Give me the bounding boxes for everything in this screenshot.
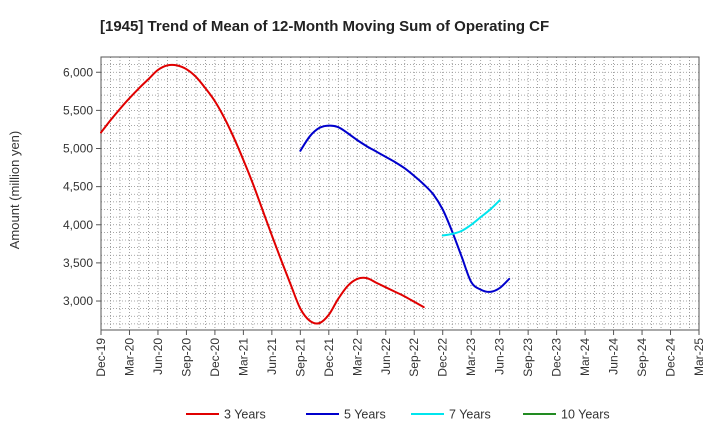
grid <box>101 56 699 330</box>
x-tick-label: Jun-23 <box>493 338 507 375</box>
legend: 3 Years 5 Years 7 Years 10 Years <box>186 408 610 422</box>
x-tick-label: Sep-21 <box>293 338 307 377</box>
legend-label-10-years: 10 Years <box>561 408 610 422</box>
x-tick-label: Dec-22 <box>436 338 450 377</box>
x-tick-label: Jun-22 <box>379 338 393 375</box>
chart-title: [1945] Trend of Mean of 12-Month Moving … <box>100 18 549 35</box>
x-tick-label: Jun-21 <box>265 338 279 375</box>
x-tick-label: Sep-22 <box>407 338 421 377</box>
x-axis: Dec-19 Mar-20 Jun-20 Sep-20 Dec-20 Mar-21 Jun-… <box>94 330 706 377</box>
x-tick-label: Dec-20 <box>208 338 222 377</box>
x-tick-label: Mar-20 <box>122 338 136 376</box>
x-tick-label: Dec-24 <box>664 338 678 377</box>
y-axis: 3,000 3,500 4,000 4,500 5,000 5,500 6,000 <box>63 65 101 308</box>
y-tick-label: 6,000 <box>63 65 93 79</box>
x-tick-label: Mar-21 <box>236 338 250 376</box>
y-tick-label: 4,500 <box>63 180 93 194</box>
y-tick-label: 5,000 <box>63 142 93 156</box>
x-tick-label: Sep-20 <box>179 338 193 377</box>
y-tick-label: 4,000 <box>63 218 93 232</box>
x-tick-label: Mar-22 <box>350 338 364 376</box>
y-tick-label: 5,500 <box>63 103 93 117</box>
x-tick-label: Sep-23 <box>521 338 535 377</box>
x-tick-label: Mar-24 <box>578 338 592 376</box>
x-tick-label: Jun-24 <box>607 338 621 375</box>
legend-label-7-years: 7 Years <box>449 408 491 422</box>
legend-label-3-years: 3 Years <box>224 408 266 422</box>
series-line-7-years <box>441 199 501 237</box>
series-group <box>100 63 511 325</box>
y-tick-label: 3,000 <box>63 294 93 308</box>
y-axis-label: Amount (million yen) <box>7 131 22 250</box>
x-tick-label: Mar-25 <box>692 338 706 376</box>
x-tick-label: Jun-20 <box>151 338 165 375</box>
series-line-5-years <box>299 124 511 293</box>
legend-label-5-years: 5 Years <box>344 408 386 422</box>
series-line-3-years <box>100 63 425 325</box>
x-tick-label: Dec-19 <box>94 338 108 377</box>
x-tick-label: Dec-21 <box>322 338 336 377</box>
y-tick-label: 3,500 <box>63 256 93 270</box>
x-tick-label: Mar-23 <box>464 338 478 376</box>
x-tick-label: Sep-24 <box>635 338 649 377</box>
x-tick-label: Dec-23 <box>550 338 564 377</box>
plot-frame <box>100 56 700 331</box>
